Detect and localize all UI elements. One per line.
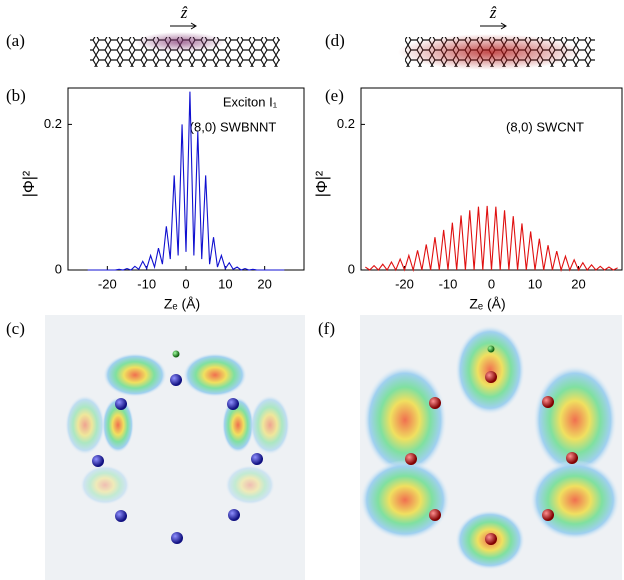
density-map bbox=[360, 315, 622, 580]
panel-label: (e) bbox=[325, 86, 344, 105]
exciton-cloud bbox=[398, 34, 582, 70]
panel-label: (b) bbox=[6, 86, 26, 105]
x-axis-label: Zₑ (Å) bbox=[164, 296, 200, 312]
y-axis-label: |Φ|² bbox=[314, 170, 331, 197]
y-axis-label: |Φ|² bbox=[21, 170, 38, 197]
panel-label: (d) bbox=[325, 31, 345, 50]
axis-arrow bbox=[500, 22, 507, 30]
panel-label: (f) bbox=[318, 319, 335, 338]
density-map bbox=[45, 315, 305, 580]
x-axis-label: Zₑ (Å) bbox=[469, 296, 505, 312]
plot-frame bbox=[360, 87, 623, 271]
axis-label: ẑ bbox=[489, 3, 497, 22]
x-tick-label: 10 bbox=[528, 276, 542, 291]
data-line bbox=[87, 91, 285, 271]
x-tick-label: -10 bbox=[439, 276, 458, 291]
panel-label: (c) bbox=[6, 319, 25, 338]
x-tick-label: 0 bbox=[488, 276, 495, 291]
annotation: Exciton I₁ bbox=[223, 94, 278, 109]
x-tick-label: 0 bbox=[182, 276, 189, 291]
annotation: (8,0) SWCNT bbox=[506, 119, 584, 134]
x-tick-label: -10 bbox=[137, 276, 156, 291]
x-tick-label: -20 bbox=[395, 276, 414, 291]
axis-label: ẑ bbox=[180, 3, 188, 22]
x-tick-label: 10 bbox=[218, 276, 232, 291]
data-line bbox=[365, 205, 618, 273]
x-tick-label: 20 bbox=[257, 276, 271, 291]
exciton-cloud bbox=[135, 32, 225, 52]
panel-label: (a) bbox=[6, 31, 25, 50]
y-tick-label: 0 bbox=[55, 261, 62, 276]
y-tick-label: 0.2 bbox=[44, 116, 62, 131]
y-tick-label: 0 bbox=[348, 261, 355, 276]
x-tick-label: -20 bbox=[98, 276, 117, 291]
x-tick-label: 20 bbox=[571, 276, 585, 291]
axis-arrow bbox=[190, 22, 197, 30]
y-tick-label: 0.2 bbox=[337, 116, 355, 131]
annotation: (8,0) SWBNNT bbox=[190, 119, 277, 134]
